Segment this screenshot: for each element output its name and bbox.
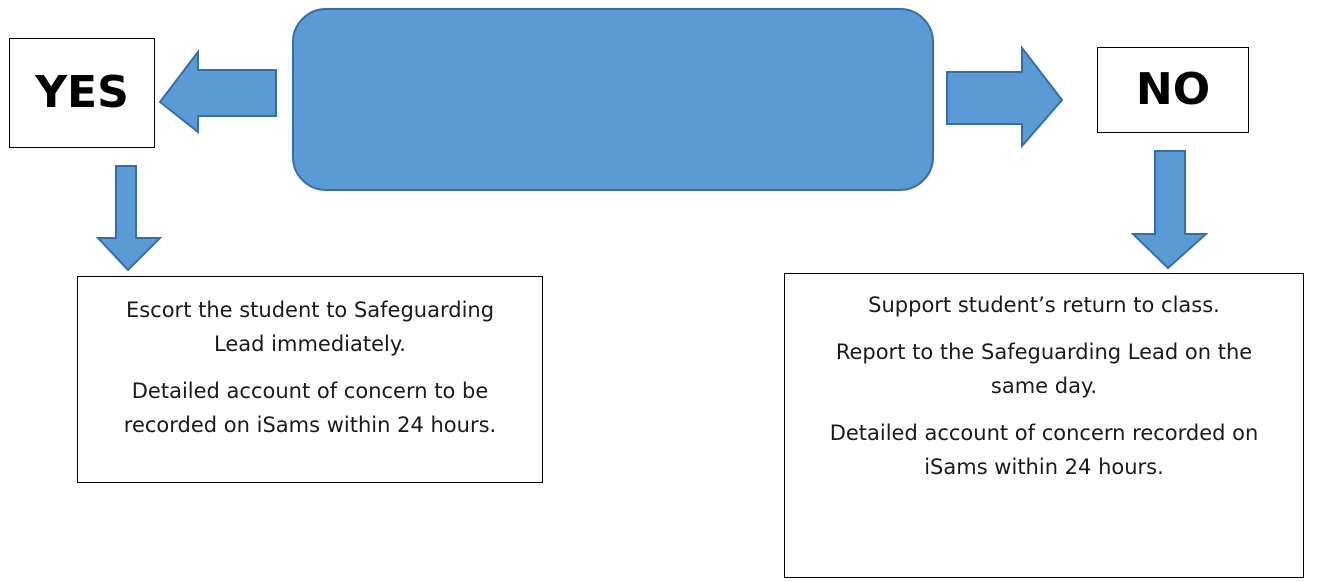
yes-label: YES: [35, 67, 129, 118]
yes-box: YES: [9, 38, 155, 148]
arrow-to-yes: [158, 49, 277, 135]
no-action-line: Detailed account of concern recorded on …: [829, 421, 1259, 479]
no-action-line: Support student’s return to class.: [868, 293, 1220, 317]
arrow-yes-down: [95, 165, 163, 272]
no-action-box: Support student’s return to class. Repor…: [784, 273, 1304, 578]
no-box: NO: [1097, 47, 1249, 133]
yes-action-box: Escort the student to Safeguarding Lead …: [77, 276, 543, 483]
yes-action-line: Escort the student to Safeguarding Lead …: [125, 298, 495, 356]
no-label: NO: [1135, 64, 1211, 115]
arrow-to-no: [946, 45, 1064, 149]
no-action-line: Report to the Safeguarding Lead on the s…: [835, 340, 1253, 398]
arrow-no-down: [1130, 150, 1209, 270]
yes-action-line: Detailed account of concern to be record…: [123, 379, 497, 437]
decision-box: [292, 8, 934, 191]
